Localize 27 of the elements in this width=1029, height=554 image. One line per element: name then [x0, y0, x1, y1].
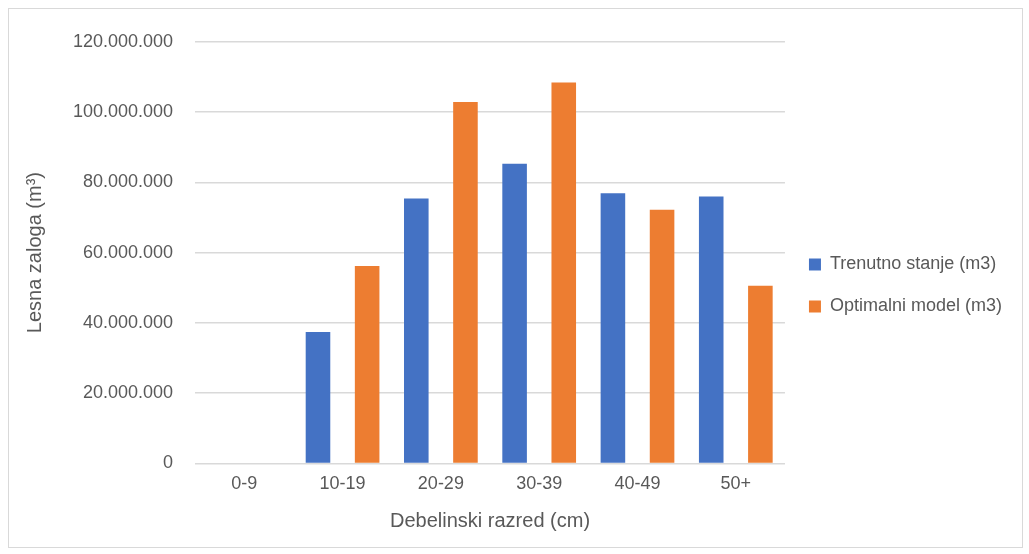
x-tick-label: 40-49	[614, 473, 661, 494]
y-tick-label: 60.000.000	[83, 241, 174, 262]
y-tick-label: 0	[163, 452, 174, 473]
x-tick-label: 30-39	[516, 473, 563, 494]
legend-label: Optimalni model (m3)	[829, 295, 1002, 316]
bar	[502, 163, 527, 463]
x-tick-label: 10-19	[319, 473, 366, 494]
bar	[354, 265, 380, 463]
x-tick-label: 20-29	[417, 473, 464, 494]
y-tick-label: 40.000.000	[83, 311, 174, 332]
bar	[551, 82, 577, 463]
y-tick-label: 80.000.000	[83, 171, 174, 192]
bar	[453, 101, 478, 463]
bar	[305, 332, 331, 463]
y-tick-label: 100.000.000	[72, 101, 174, 122]
x-tick-label: 0-9	[231, 473, 258, 494]
bar	[404, 198, 429, 463]
x-tick-label: 50+	[720, 473, 752, 494]
x-axis-title: Debelinski razred (cm)	[390, 508, 591, 531]
bar	[649, 209, 675, 463]
legend-label: Trenutno stanje (m3)	[829, 253, 997, 274]
bar	[600, 193, 626, 463]
y-tick-label: 120.000.000	[72, 30, 174, 51]
bar	[698, 196, 724, 463]
bar	[748, 285, 773, 463]
y-axis-title: Lesna zaloga (m³)	[22, 172, 45, 334]
y-tick-label: 20.000.000	[83, 382, 174, 403]
